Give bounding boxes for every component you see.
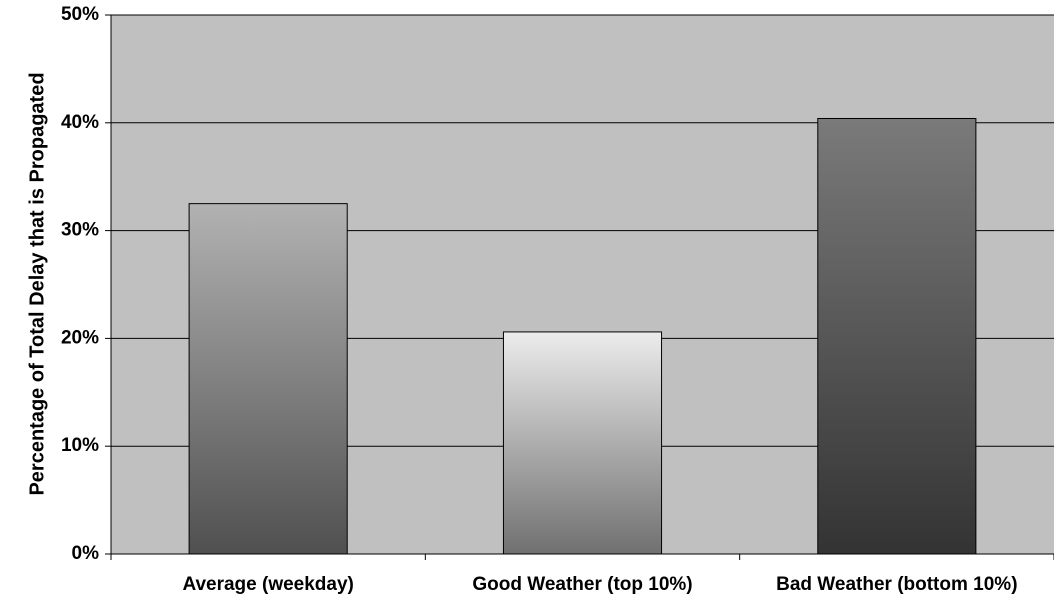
- y-tick-label: 30%: [61, 220, 99, 241]
- x-tick-label: Bad Weather (bottom 10%): [776, 574, 1017, 595]
- y-tick-label: 50%: [61, 4, 99, 25]
- bar: [188, 203, 348, 555]
- y-tick-label: 20%: [61, 327, 99, 348]
- y-tick-label: 10%: [61, 435, 99, 456]
- y-axis-label: Percentage of Total Delay that is Propag…: [26, 72, 48, 495]
- bar: [502, 331, 663, 555]
- x-tick-label: Good Weather (top 10%): [472, 574, 692, 595]
- y-tick-label: 0%: [72, 543, 100, 564]
- bar: [817, 117, 977, 555]
- x-tick-label: Average (weekday): [182, 574, 353, 595]
- y-tick-label: 40%: [61, 112, 99, 133]
